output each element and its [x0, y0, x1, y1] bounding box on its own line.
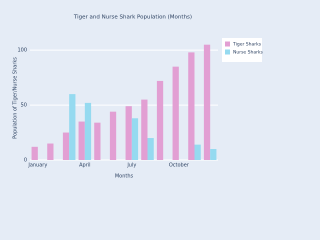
- bar: [94, 122, 101, 160]
- bar: [109, 111, 117, 160]
- bar: [172, 66, 179, 160]
- y-tick-label: 0: [24, 158, 27, 164]
- bar: [210, 149, 217, 160]
- chart: Tiger and Nurse Shark Population (Months…: [13, 15, 264, 180]
- x-axis-title: Months: [115, 174, 134, 180]
- bar: [84, 102, 92, 160]
- y-tick-label: 100: [17, 48, 27, 54]
- bar: [147, 138, 154, 160]
- legend-swatch: [225, 49, 230, 55]
- bar: [141, 99, 148, 160]
- bar: [194, 144, 201, 160]
- x-tick-label: July: [126, 163, 136, 169]
- legend-label: Tiger Sharks: [232, 42, 262, 48]
- bar: [131, 118, 139, 160]
- chart-title: Tiger and Nurse Shark Population (Months…: [73, 15, 192, 21]
- x-tick-label: April: [79, 163, 90, 169]
- page: {"chart_data": {"type": "bar", "title": …: [12, 14, 264, 180]
- bar: [125, 106, 132, 160]
- bar: [62, 132, 70, 160]
- bar: [188, 52, 195, 160]
- bar: [203, 44, 211, 160]
- bar: [31, 146, 38, 160]
- y-tick-label: 50: [21, 103, 27, 109]
- y-axis-title: Population of Tiger/Nurse Sharks: [13, 57, 19, 139]
- legend-label: Nurse Sharks: [233, 50, 264, 56]
- legend-swatch: [225, 41, 230, 47]
- x-tick-label: October: [169, 163, 190, 169]
- bar: [78, 121, 85, 160]
- x-tick-label: January: [27, 163, 47, 169]
- bar: [47, 143, 54, 160]
- bar: [69, 94, 76, 160]
- bar: [156, 80, 164, 160]
